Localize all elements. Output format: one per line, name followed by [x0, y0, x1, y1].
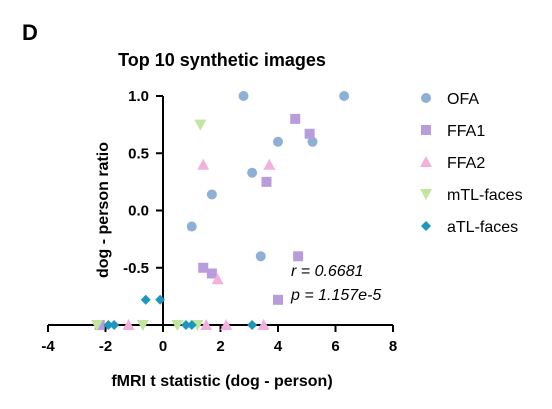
point-ffa2: [122, 319, 135, 330]
legend-marker-ffa1: [421, 125, 431, 135]
x-tick-label: 6: [331, 338, 339, 355]
point-ffa1: [206, 268, 217, 279]
point-ofa: [238, 91, 249, 101]
point-mtl-faces: [171, 320, 184, 331]
panel-label: D: [22, 20, 38, 45]
x-tick-label: -2: [99, 338, 112, 355]
point-atl-faces: [186, 320, 197, 330]
point-ffa1: [290, 113, 301, 124]
legend-label-ffa1: FFA1: [447, 123, 485, 140]
point-ofa: [307, 136, 318, 147]
data-points: [90, 91, 350, 331]
point-atl-faces: [181, 320, 191, 330]
legend-label-ofa: OFA: [447, 91, 479, 108]
point-ffa2: [200, 319, 213, 330]
point-atl-faces: [140, 294, 151, 305]
annotation-r: r = 0.6681: [291, 263, 364, 280]
x-tick-label: 0: [159, 338, 167, 355]
y-tick-label: -0.5: [123, 260, 149, 277]
point-mtl-faces: [194, 119, 207, 131]
point-mtl-faces: [90, 320, 103, 331]
y-axis-label: dog - person ratio: [95, 142, 112, 278]
point-ffa2: [197, 158, 210, 170]
y-tick-label: 0.0: [128, 203, 149, 220]
x-axis-label: fMRI t statistic (dog - person): [111, 373, 332, 390]
point-ffa2: [263, 158, 276, 170]
point-atl-faces: [109, 320, 120, 330]
point-mtl-faces: [136, 320, 149, 331]
point-ffa1: [261, 176, 272, 187]
legend-marker-ofa: [421, 93, 431, 103]
point-ffa1: [304, 128, 315, 139]
point-ofa: [339, 91, 350, 101]
point-ofa: [273, 136, 283, 147]
legend-marker-ffa2: [420, 156, 432, 167]
y-tick-label: 0.5: [128, 145, 149, 162]
legend-label-mtl-faces: mTL-faces: [447, 187, 523, 204]
x-tick-label: -4: [41, 338, 55, 355]
legend-marker-mtl-faces: [420, 189, 432, 200]
point-ffa2: [211, 273, 224, 285]
point-atl-faces: [155, 294, 166, 305]
x-tick-label: 2: [216, 338, 224, 355]
legend-label-atl-faces: aTL-faces: [447, 219, 518, 236]
legend-marker-atl-faces: [421, 221, 431, 231]
point-ofa: [186, 221, 197, 232]
point-ofa: [206, 189, 217, 200]
axes: -4 -2 0 2 4 6 8 1.0 0.5 0.0 -0.5: [41, 88, 397, 355]
point-ffa1: [273, 294, 283, 305]
legend: OFA FFA1 FFA2 mTL-faces aTL-faces: [420, 91, 523, 236]
y-tick-label: 1.0: [128, 88, 149, 105]
legend-label-ffa2: FFA2: [447, 155, 485, 172]
annotation-p: p = 1.157e-5: [290, 287, 381, 304]
x-tick-label: 4: [274, 338, 283, 355]
point-ffa1: [293, 251, 304, 262]
point-ofa: [255, 251, 266, 262]
chart-title: Top 10 synthetic images: [118, 50, 326, 70]
point-ofa: [247, 167, 258, 178]
point-ffa2: [220, 319, 233, 330]
point-atl-faces: [103, 320, 114, 330]
point-ffa1: [198, 262, 209, 273]
point-ffa2: [257, 319, 270, 330]
point-atl-faces: [247, 320, 258, 330]
x-tick-label: 8: [389, 338, 397, 355]
